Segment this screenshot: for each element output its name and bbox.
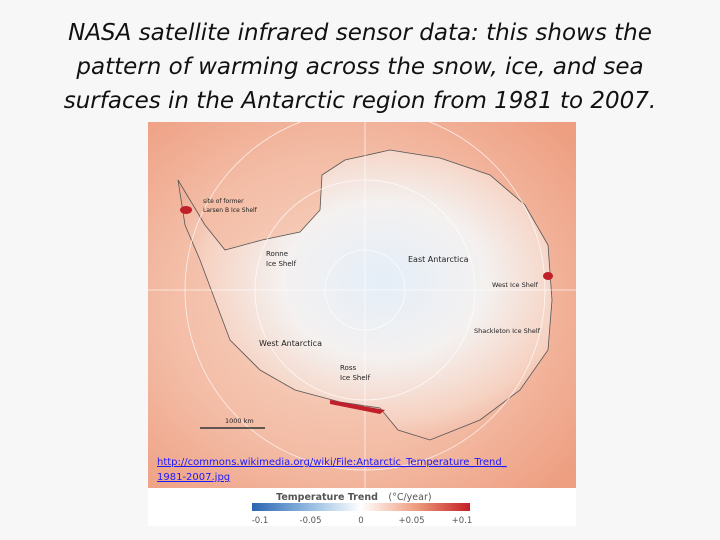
legend-tick: +0.1 <box>452 516 473 526</box>
map-label: Ice Shelf <box>340 374 371 382</box>
graticule <box>148 122 576 488</box>
map-label: Ronne <box>266 250 288 258</box>
legend-tick: -0.05 <box>300 516 322 526</box>
legend-title: Temperature Trend <box>276 492 378 503</box>
map-label: West Ice Shelf <box>492 281 539 289</box>
map-label: Shackleton Ice Shelf <box>474 327 541 335</box>
color-bar <box>252 503 470 511</box>
legend-tick: 0 <box>358 516 363 526</box>
map-label: 1000 km <box>225 417 254 425</box>
map-image: site of former Larsen B Ice Shelf Ronne Ice… <box>148 122 576 526</box>
map-label: Larsen B Ice Shelf <box>203 207 258 214</box>
map-label: Ice Shelf <box>266 260 297 268</box>
legend-tick: -0.1 <box>252 516 269 526</box>
map-label: East Antarctica <box>408 255 469 264</box>
map-label: Ross <box>340 364 356 372</box>
source-link[interactable]: http://commons.wikimedia.org/wiki/File:A… <box>157 457 507 483</box>
legend-tick: +0.05 <box>398 516 424 526</box>
map-label: site of former <box>203 198 244 205</box>
slide-title: NASA satellite infrared sensor data: thi… <box>63 20 657 114</box>
map-label: West Antarctica <box>259 339 322 348</box>
warming-hotspots <box>180 206 553 414</box>
legend-unit: (°C/year) <box>388 492 431 503</box>
